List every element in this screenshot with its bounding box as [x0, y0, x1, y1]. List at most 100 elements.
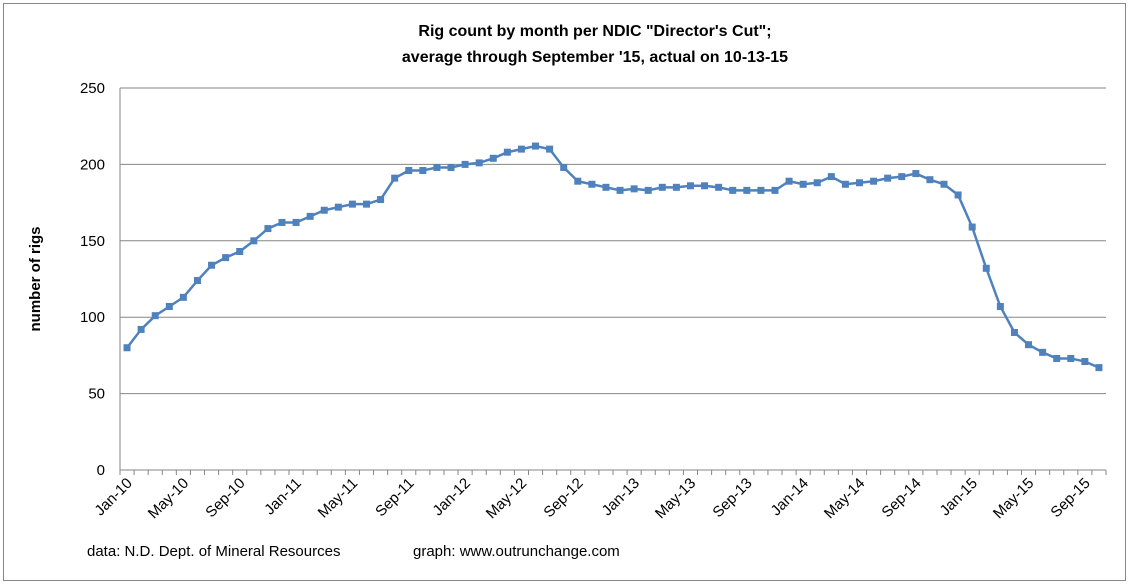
y-tick-label: 250 [80, 80, 105, 97]
data-point [391, 174, 399, 182]
y-axis-label: number of rigs [27, 226, 44, 331]
data-point [348, 200, 356, 208]
data-point [644, 186, 652, 194]
data-point [222, 254, 230, 262]
y-tick-label: 200 [80, 156, 105, 173]
data-point [884, 174, 892, 182]
data-point [1081, 358, 1089, 366]
y-tick-label: 50 [88, 386, 105, 403]
data-point [827, 173, 835, 181]
data-point [1039, 348, 1047, 356]
data-point [208, 261, 216, 269]
chart-title-line1: Rig count by month per NDIC "Director's … [418, 23, 771, 40]
data-point [630, 185, 638, 193]
data-point [574, 177, 582, 185]
x-tick-label: May-14 [821, 475, 868, 522]
data-point [447, 163, 455, 171]
data-point [813, 179, 821, 187]
data-point [1010, 328, 1018, 336]
series-line [126, 144, 1100, 369]
data-point [658, 183, 666, 191]
x-tick-label: Sep-10 [202, 475, 248, 521]
x-tick-label: May-13 [652, 475, 699, 522]
data-point [503, 148, 511, 156]
data-point [461, 160, 469, 168]
data-point [1053, 354, 1061, 362]
data-point [363, 200, 370, 208]
data-point [278, 218, 286, 226]
data-point [757, 186, 765, 194]
chart-border [3, 3, 1126, 581]
x-tick-label: Sep-12 [540, 475, 586, 521]
data-point [179, 293, 187, 301]
data-point [1095, 364, 1103, 372]
y-tick-label: 0 [97, 462, 105, 479]
data-point [419, 167, 427, 175]
data-point [1025, 341, 1033, 349]
data-point [954, 191, 962, 199]
data-point [137, 325, 145, 333]
x-tick-label: Jan-13 [598, 475, 642, 519]
x-tick-label: Sep-14 [878, 475, 924, 521]
data-point [546, 145, 554, 153]
data-point [193, 277, 201, 285]
data-point [320, 206, 328, 214]
data-point [250, 237, 258, 245]
data-point [475, 159, 483, 167]
data-point [912, 170, 920, 178]
data-point [588, 180, 596, 188]
data-point [701, 182, 709, 190]
x-tick-label: Sep-11 [372, 475, 417, 520]
credit-note: graph: www.outrunchange.com [413, 543, 620, 560]
data-point [165, 303, 173, 311]
x-tick-label: Sep-13 [709, 475, 755, 521]
chart-title-line2: average through September '15, actual on… [402, 49, 788, 66]
data-point [926, 176, 934, 184]
data-point [686, 182, 694, 190]
x-tick-label: May-15 [990, 475, 1037, 522]
data-point [841, 180, 849, 188]
y-tick-label: 100 [80, 309, 105, 326]
data-point [715, 183, 723, 191]
data-point [306, 212, 314, 220]
data-point [898, 173, 906, 181]
data-point [982, 264, 990, 272]
data-point [729, 186, 737, 194]
data-point [560, 163, 568, 171]
data-point [968, 223, 976, 231]
y-tick-label: 150 [80, 233, 105, 250]
x-tick-label: Jan-15 [937, 475, 981, 519]
data-point [405, 167, 413, 175]
data-point [616, 186, 624, 194]
data-point [771, 186, 779, 194]
x-tick-label: Sep-15 [1047, 475, 1093, 521]
data-point [292, 218, 300, 226]
data-point [489, 154, 497, 162]
data-point [743, 186, 751, 194]
data-point [123, 344, 131, 352]
data-point [517, 145, 525, 153]
data-point [1067, 354, 1075, 362]
x-tick-label: Jan-11 [261, 475, 305, 519]
data-point [264, 225, 272, 233]
data-point [785, 177, 793, 185]
data-point [236, 247, 244, 255]
data-point [940, 180, 948, 188]
source-note: data: N.D. Dept. of Mineral Resources [87, 543, 340, 560]
x-tick-label: Jan-14 [768, 475, 812, 519]
data-point [602, 183, 610, 191]
x-tick-label: May-10 [145, 475, 192, 522]
x-tick-label: Jan-12 [429, 475, 473, 519]
data-point [433, 163, 441, 171]
data-point [334, 203, 342, 211]
data-point [532, 142, 540, 150]
x-tick-label: May-12 [483, 475, 530, 522]
data-point [870, 177, 878, 185]
data-point [799, 180, 807, 188]
data-point [377, 196, 385, 204]
data-point [672, 183, 680, 191]
data-point [996, 303, 1004, 311]
data-point [151, 312, 159, 320]
